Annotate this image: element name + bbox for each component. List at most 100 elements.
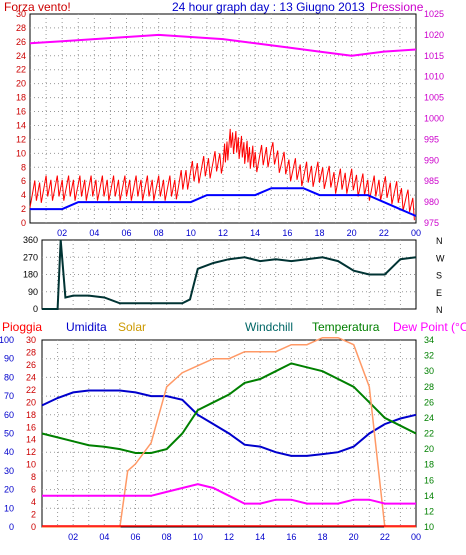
p1-yright-tick-1025: 1025	[424, 9, 444, 19]
p1-x-tick-20: 20	[347, 228, 357, 238]
p3-x-tick-08: 08	[162, 532, 172, 542]
wind-direction-line	[42, 239, 417, 310]
p1-x-tick-02: 02	[57, 228, 67, 238]
p3-ypioggia-tick-70: 70	[4, 391, 14, 401]
p3-ypioggia-tick-20: 20	[4, 485, 14, 495]
p2-y-tick-0: 0	[33, 304, 38, 314]
pressure-axis-title: Pressione	[370, 0, 424, 14]
p1-yleft-tick-16: 16	[16, 107, 26, 117]
panel-3-x-ticks: 02 04 06 08 10 12 14 16 18 20 22 00	[68, 532, 421, 542]
p1-yleft-tick-0: 0	[21, 218, 26, 228]
p1-x-tick-00: 00	[411, 228, 421, 238]
compass-label-S-2: S	[436, 271, 442, 281]
p3-yright-tick-20: 20	[424, 444, 434, 454]
compass-label-N-0: N	[436, 236, 443, 246]
p3-x-tick-04: 04	[99, 532, 109, 542]
p3-x-tick-22: 22	[380, 532, 390, 542]
p1-yright-tick-995: 995	[424, 134, 439, 144]
p1-x-tick-06: 06	[121, 228, 131, 238]
p3-yright-tick-30: 30	[424, 366, 434, 376]
wind-gust-line	[29, 128, 415, 221]
p1-yleft-tick-6: 6	[21, 176, 26, 186]
panel-3-y-pioggia-ticks: 0 10 20 30 40 50 60 70 80 90 100	[0, 335, 14, 532]
panel-2-y-ticks: 0 90 180 270 360	[23, 235, 38, 314]
p1-yleft-tick-14: 14	[16, 120, 26, 130]
p2-y-tick-90: 90	[28, 287, 38, 297]
panel-3-series	[41, 336, 417, 528]
p3-ypioggia-tick-60: 60	[4, 410, 14, 420]
compass-label-W-1: W	[436, 253, 445, 263]
p3-yright-tick-24: 24	[424, 413, 434, 423]
p3-yright-tick-34: 34	[424, 335, 434, 345]
p1-x-tick-10: 10	[186, 228, 196, 238]
panel-1-y-right-ticks: 975 980 985 990 995 1000 1005 1010 1015 1020 1025	[424, 9, 444, 228]
dewpoint-line	[42, 483, 416, 505]
p3-yumidita-tick-26: 26	[26, 360, 36, 370]
p3-x-tick-06: 06	[130, 532, 140, 542]
pressure-line	[29, 33, 417, 57]
p1-yright-tick-990: 990	[424, 155, 439, 165]
p1-yright-tick-980: 980	[424, 197, 439, 207]
p3-x-tick-10: 10	[193, 532, 203, 542]
p3-x-tick-12: 12	[224, 532, 234, 542]
compass-label-N-4: N	[436, 305, 443, 315]
p3-ypioggia-tick-100: 100	[0, 335, 14, 345]
compass-label-E-3: E	[436, 288, 442, 298]
wind-avg-line	[30, 187, 417, 217]
p1-yright-tick-985: 985	[424, 176, 439, 186]
p2-y-tick-180: 180	[23, 270, 38, 280]
p1-yright-tick-1015: 1015	[424, 51, 444, 61]
p2-y-tick-360: 360	[23, 235, 38, 245]
p3-yumidita-tick-22: 22	[26, 385, 36, 395]
p1-x-tick-16: 16	[282, 228, 292, 238]
p3-yumidita-tick-30: 30	[26, 335, 36, 345]
humidity-line	[41, 389, 417, 457]
p3-x-tick-14: 14	[255, 532, 265, 542]
p3-yumidita-tick-8: 8	[31, 472, 36, 482]
p1-yleft-tick-28: 28	[16, 23, 26, 33]
p1-x-tick-18: 18	[314, 228, 324, 238]
p1-yleft-tick-2: 2	[21, 204, 26, 214]
legend-umidita: Umidita	[66, 320, 107, 334]
p1-yleft-tick-18: 18	[16, 93, 26, 103]
p3-yright-tick-16: 16	[424, 475, 434, 485]
p3-ypioggia-tick-10: 10	[4, 503, 14, 513]
p3-yright-tick-12: 12	[424, 506, 434, 516]
p1-yright-tick-1000: 1000	[424, 114, 444, 124]
p1-x-tick-08: 08	[154, 228, 164, 238]
wind-axis-title: Forza vento!	[4, 0, 71, 14]
p3-yright-tick-26: 26	[424, 397, 434, 407]
p3-yright-tick-28: 28	[424, 382, 434, 392]
p1-yleft-tick-10: 10	[16, 148, 26, 158]
p3-x-tick-02: 02	[68, 532, 78, 542]
p3-yumidita-tick-2: 2	[31, 510, 36, 520]
p1-yleft-tick-26: 26	[16, 37, 26, 47]
p3-yumidita-tick-14: 14	[26, 435, 36, 445]
p1-yright-tick-975: 975	[424, 218, 439, 228]
p3-ypioggia-tick-40: 40	[4, 447, 14, 457]
p3-ypioggia-tick-50: 50	[4, 429, 14, 439]
p3-ypioggia-tick-0: 0	[9, 522, 14, 532]
p1-yleft-tick-8: 8	[21, 162, 26, 172]
temperature-line	[41, 362, 417, 454]
p2-y-tick-270: 270	[23, 252, 38, 262]
p1-x-tick-12: 12	[218, 228, 228, 238]
chart-title: 24 hour graph day : 13 Giugno 2013	[172, 0, 365, 14]
p3-yumidita-tick-12: 12	[26, 447, 36, 457]
p3-yright-tick-10: 10	[424, 522, 434, 532]
legend-pioggia: Pioggia	[2, 320, 42, 334]
p3-yumidita-tick-28: 28	[26, 347, 36, 357]
p1-x-tick-14: 14	[250, 228, 260, 238]
p3-yumidita-tick-20: 20	[26, 397, 36, 407]
panel-1-x-ticks: 02 04 06 08 10 12 14 16 18 20 22 00	[57, 228, 421, 238]
p1-yleft-tick-20: 20	[16, 79, 26, 89]
p3-yumidita-tick-6: 6	[31, 485, 36, 495]
legend-windchill: Windchill	[245, 320, 293, 334]
p3-yumidita-tick-16: 16	[26, 422, 36, 432]
p1-yleft-tick-22: 22	[16, 65, 26, 75]
p1-yleft-tick-12: 12	[16, 134, 26, 144]
p1-yleft-tick-4: 4	[21, 190, 26, 200]
